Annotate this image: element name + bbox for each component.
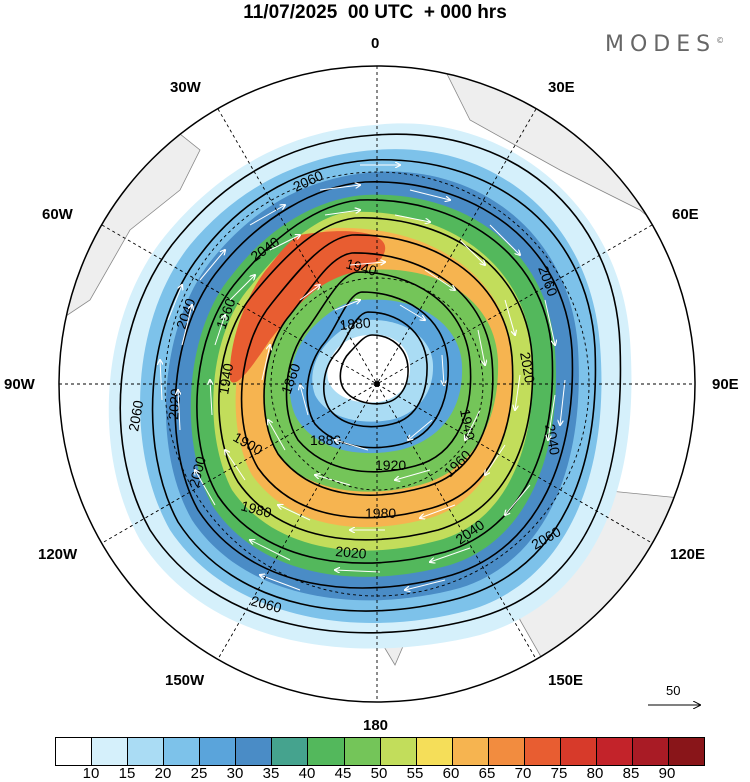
reference-vector-label: 50 [666,683,681,698]
map-boundary [58,65,696,703]
brand-text: MODES [605,32,717,57]
contour-1900 [306,291,449,449]
colorbar-swatch [669,738,705,765]
colorbar-swatch [56,738,93,765]
copyright-mark: © [716,36,725,45]
colorbar-swatch [92,738,129,765]
lon-label-90w: 90W [4,376,35,393]
contour-label: 2060 [249,592,283,616]
lon-label-90e: 90E [712,376,739,393]
colorbar-tick-label: 10 [82,765,100,782]
colorbar-tick-label: 60 [442,765,460,782]
colorbar-tick-label: 70 [514,765,532,782]
contour-2000 [196,199,554,564]
lon-label-150e: 150E [548,672,584,689]
colorbar-swatch [488,738,525,765]
colorbar-tick-label: 25 [190,765,208,782]
lon-label-0: 0 [371,35,380,52]
contour-1980 [218,217,534,541]
colorbar-tick-label: 20 [154,765,172,782]
contour-label: 2060 [125,399,146,433]
colorbar-swatch [596,738,633,765]
contour-value-labels: 2060 2060 2060 2060 2060 2040 2040 2040 … [125,167,563,616]
contour-label: 2020 [165,388,184,421]
map-title: 11/07/2025 00 UTC + 000 hrs [243,2,507,23]
colorbar-tick-label: 65 [478,765,496,782]
contour-label: 1940 [215,362,236,396]
colorbar-tick-label: 55 [406,765,424,782]
wind-band-70 [229,231,386,383]
contour-1920 [285,271,472,473]
contour-label: 1920 [375,457,406,473]
colorbar-tick-label: 40 [298,765,316,782]
colorbar-swatch [236,738,273,765]
contour-2040 [151,159,597,612]
wind-speed-colorbar [55,737,705,766]
contour-label: 1940 [344,255,378,279]
colorbar-swatch [272,738,309,765]
contour-1860 [339,334,409,405]
wind-band-center [327,334,410,403]
lon-label-30w: 30W [170,79,201,96]
wind-speed-shading [108,123,632,649]
colorbar-tick-label: 85 [622,765,640,782]
height-contours [119,133,622,634]
colorbar-tick-label: 90 [658,765,676,782]
contour-label: 2020 [517,351,538,385]
lon-label-60e: 60E [672,206,699,223]
contour-label: 1880 [339,314,372,333]
contour-1960 [240,234,514,519]
contour-2020 [174,181,574,589]
colorbar-swatch [128,738,165,765]
lon-label-120w: 120W [38,546,78,563]
colorbar-swatch [164,738,201,765]
lon-label-180: 180 [363,717,389,734]
contour-label: 1980 [239,497,273,521]
lon-label-30e: 30E [548,79,575,96]
contour-1880 [323,311,428,428]
lon-label-60w: 60W [42,206,73,223]
colorbar-tick-label: 30 [226,765,244,782]
colorbar-tick-label: 50 [370,765,388,782]
brand-logo: MODES© [605,32,724,57]
colorbar-swatch [633,738,670,765]
colorbar-swatch [380,738,417,765]
colorbar-swatch [452,738,489,765]
colorbar-tick-label: 75 [550,765,568,782]
contour-label: 2020 [335,543,368,562]
colorbar-swatch [560,738,597,765]
contour-1940 [263,252,494,496]
colorbar-swatch [524,738,561,765]
lon-label-120e: 120E [670,546,706,563]
contour-label: 2040 [542,423,563,457]
colorbar-swatch [308,738,345,765]
graticule [59,66,695,702]
colorbar-swatch [344,738,381,765]
colorbar-tick-label: 45 [334,765,352,782]
colorbar-swatch [200,738,237,765]
colorbar-tick-label: 80 [586,765,604,782]
lon-label-150w: 150W [165,672,205,689]
colorbar-tick-label: 15 [118,765,136,782]
contour-label: 1980 [365,505,396,521]
colorbar-swatch [416,738,453,765]
contour-2060 [119,133,622,634]
colorbar-tick-label: 35 [262,765,280,782]
